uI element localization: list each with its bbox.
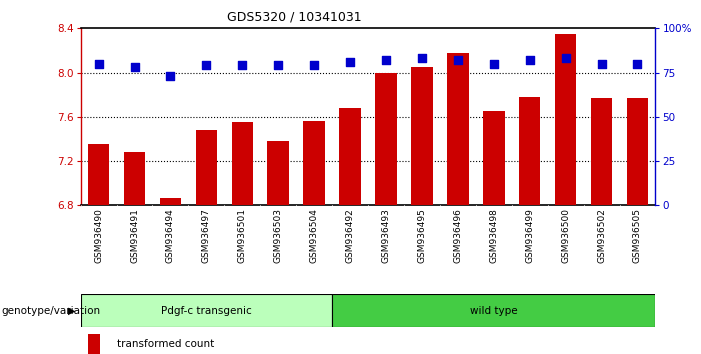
Bar bbox=[123, 152, 145, 205]
Bar bbox=[627, 98, 648, 205]
Text: GDS5320 / 10341031: GDS5320 / 10341031 bbox=[227, 11, 362, 24]
Bar bbox=[447, 53, 468, 205]
Bar bbox=[591, 98, 613, 205]
Point bbox=[416, 56, 428, 61]
Bar bbox=[555, 34, 576, 205]
Text: transformed count: transformed count bbox=[117, 339, 215, 349]
Bar bbox=[196, 130, 217, 205]
Bar bbox=[519, 97, 540, 205]
Point bbox=[308, 63, 320, 68]
Bar bbox=[483, 111, 505, 205]
Point bbox=[93, 61, 104, 67]
Text: GSM936491: GSM936491 bbox=[130, 208, 139, 263]
Text: GSM936503: GSM936503 bbox=[273, 208, 283, 263]
Text: GSM936499: GSM936499 bbox=[525, 208, 534, 263]
Text: GSM936492: GSM936492 bbox=[346, 208, 355, 263]
Point bbox=[560, 56, 571, 61]
Point bbox=[632, 61, 643, 67]
Bar bbox=[268, 141, 289, 205]
Point bbox=[200, 63, 212, 68]
Bar bbox=[81, 294, 332, 327]
Bar bbox=[88, 144, 109, 205]
Bar bbox=[411, 67, 433, 205]
Point bbox=[129, 64, 140, 70]
Point bbox=[237, 63, 248, 68]
Text: GSM936505: GSM936505 bbox=[633, 208, 642, 263]
Text: GSM936497: GSM936497 bbox=[202, 208, 211, 263]
Point bbox=[488, 61, 499, 67]
Text: GSM936500: GSM936500 bbox=[561, 208, 570, 263]
Text: GSM936493: GSM936493 bbox=[381, 208, 390, 263]
Bar bbox=[375, 73, 397, 205]
Point bbox=[381, 57, 392, 63]
Text: GSM936495: GSM936495 bbox=[417, 208, 426, 263]
Bar bbox=[160, 198, 181, 205]
Text: GSM936496: GSM936496 bbox=[454, 208, 463, 263]
Text: GSM936501: GSM936501 bbox=[238, 208, 247, 263]
Point bbox=[524, 57, 536, 63]
Text: GSM936494: GSM936494 bbox=[166, 208, 175, 263]
Bar bbox=[304, 121, 325, 205]
Text: GSM936490: GSM936490 bbox=[94, 208, 103, 263]
Text: GSM936498: GSM936498 bbox=[489, 208, 498, 263]
Text: ▶: ▶ bbox=[69, 306, 76, 316]
Text: genotype/variation: genotype/variation bbox=[1, 306, 100, 316]
Point bbox=[596, 61, 607, 67]
Bar bbox=[88, 334, 100, 354]
Bar bbox=[339, 108, 361, 205]
Point bbox=[344, 59, 355, 65]
Bar bbox=[231, 122, 253, 205]
Text: GSM936504: GSM936504 bbox=[310, 208, 319, 263]
Text: wild type: wild type bbox=[470, 306, 517, 316]
Text: Pdgf-c transgenic: Pdgf-c transgenic bbox=[161, 306, 252, 316]
Text: GSM936502: GSM936502 bbox=[597, 208, 606, 263]
Point bbox=[452, 57, 463, 63]
Point bbox=[273, 63, 284, 68]
Bar bbox=[332, 294, 655, 327]
Point bbox=[165, 73, 176, 79]
